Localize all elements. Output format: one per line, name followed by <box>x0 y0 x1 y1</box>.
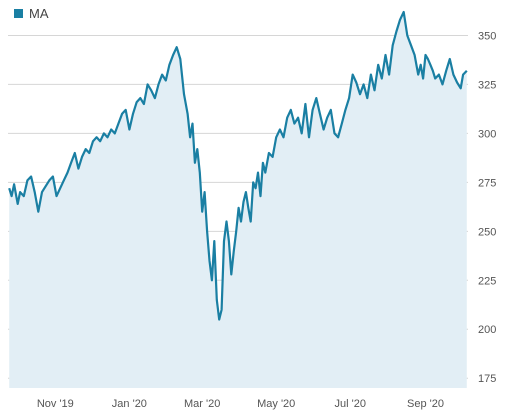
area-layer <box>9 12 467 388</box>
x-tick-label: Sep '20 <box>407 398 444 410</box>
x-axis: Nov '19 Jan '20 Mar '20 May '20 Jul '20 Sep '… <box>37 398 444 410</box>
x-tick-label: Jul '20 <box>335 398 366 410</box>
line-layer <box>8 10 468 321</box>
y-tick-label: 275 <box>478 177 496 189</box>
legend-label: MA <box>29 6 49 21</box>
y-tick-label: 200 <box>478 324 496 336</box>
y-tick-label: 300 <box>478 128 496 140</box>
legend-swatch <box>14 9 23 18</box>
y-tick-label: 325 <box>478 79 496 91</box>
series-line <box>8 10 468 321</box>
legend: MA <box>14 6 49 21</box>
x-tick-label: Jan '20 <box>112 398 147 410</box>
series-area <box>9 12 467 388</box>
x-tick-label: May '20 <box>257 398 295 410</box>
y-tick-label: 250 <box>478 226 496 238</box>
x-tick-label: Mar '20 <box>184 398 220 410</box>
y-axis: 175 200 225 250 275 300 325 350 <box>478 30 496 385</box>
y-tick-label: 175 <box>478 373 496 385</box>
y-tick-label: 225 <box>478 275 496 287</box>
x-tick-label: Nov '19 <box>37 398 74 410</box>
y-tick-label: 350 <box>478 30 496 42</box>
